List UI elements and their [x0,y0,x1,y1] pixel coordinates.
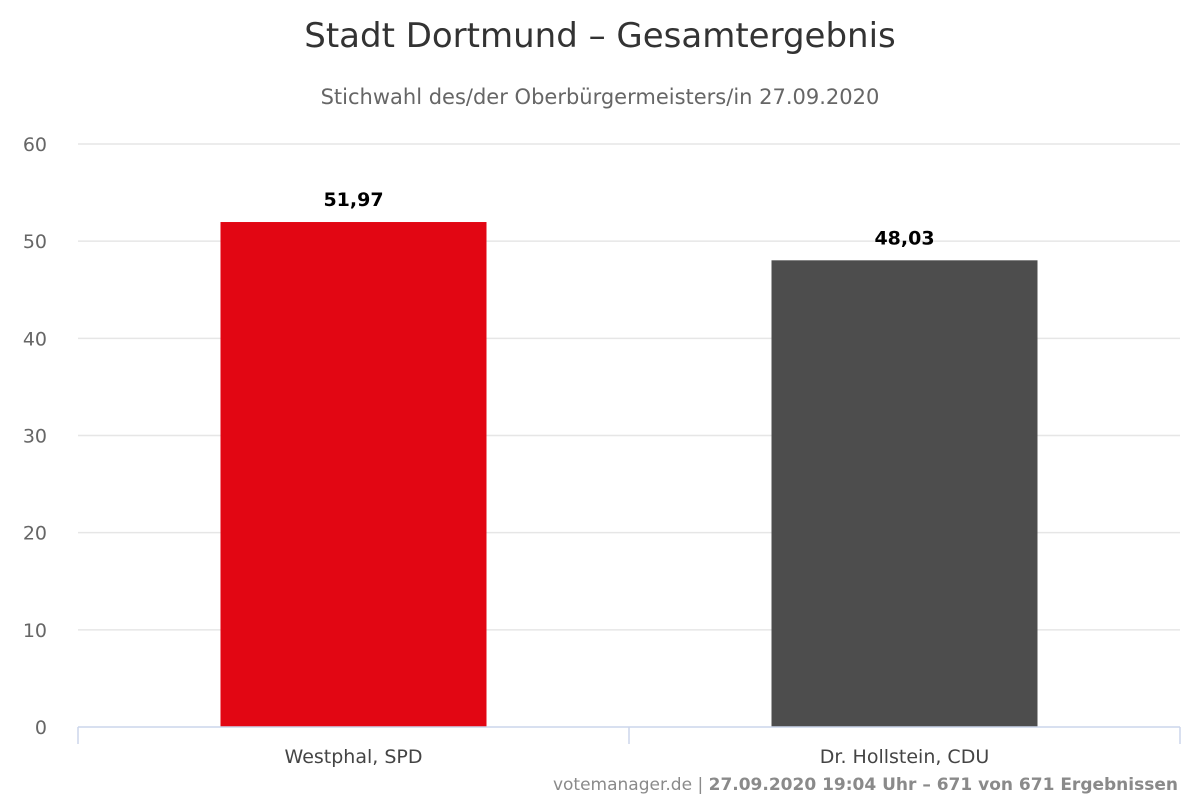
x-tick-label: Dr. Hollstein, CDU [820,746,990,768]
bar[interactable] [771,260,1038,727]
credits-separator: | [692,775,709,795]
credits-source[interactable]: votemanager.de [553,775,692,795]
x-axis-ticks: Westphal, SPD Dr. Hollstein, CDU [285,746,990,768]
y-tick-label: 20 [23,523,47,545]
y-tick-label: 10 [23,620,47,642]
y-tick-label: 0 [35,717,47,739]
data-labels: 51,97 48,03 [323,189,934,249]
bars [220,222,1038,727]
data-label: 48,03 [874,227,934,249]
chart-credits[interactable]: votemanager.de | 27.09.2020 19:04 Uhr – … [553,775,1178,795]
x-axis [77,726,1181,744]
chart-title: Stadt Dortmund – Gesamtergebnis [304,16,896,56]
y-tick-label: 40 [23,328,47,350]
chart-subtitle: Stichwahl des/der Oberbürgermeisters/in … [321,85,880,109]
x-tick-label: Westphal, SPD [285,746,423,768]
y-tick-label: 30 [23,426,47,448]
data-label: 51,97 [323,189,383,211]
y-axis-ticks: 0 10 20 30 40 50 60 [23,134,47,739]
y-tick-label: 60 [23,134,47,156]
bar[interactable] [220,222,487,727]
credits-info: 27.09.2020 19:04 Uhr – 671 von 671 Ergeb… [709,775,1178,795]
y-tick-label: 50 [23,231,47,253]
